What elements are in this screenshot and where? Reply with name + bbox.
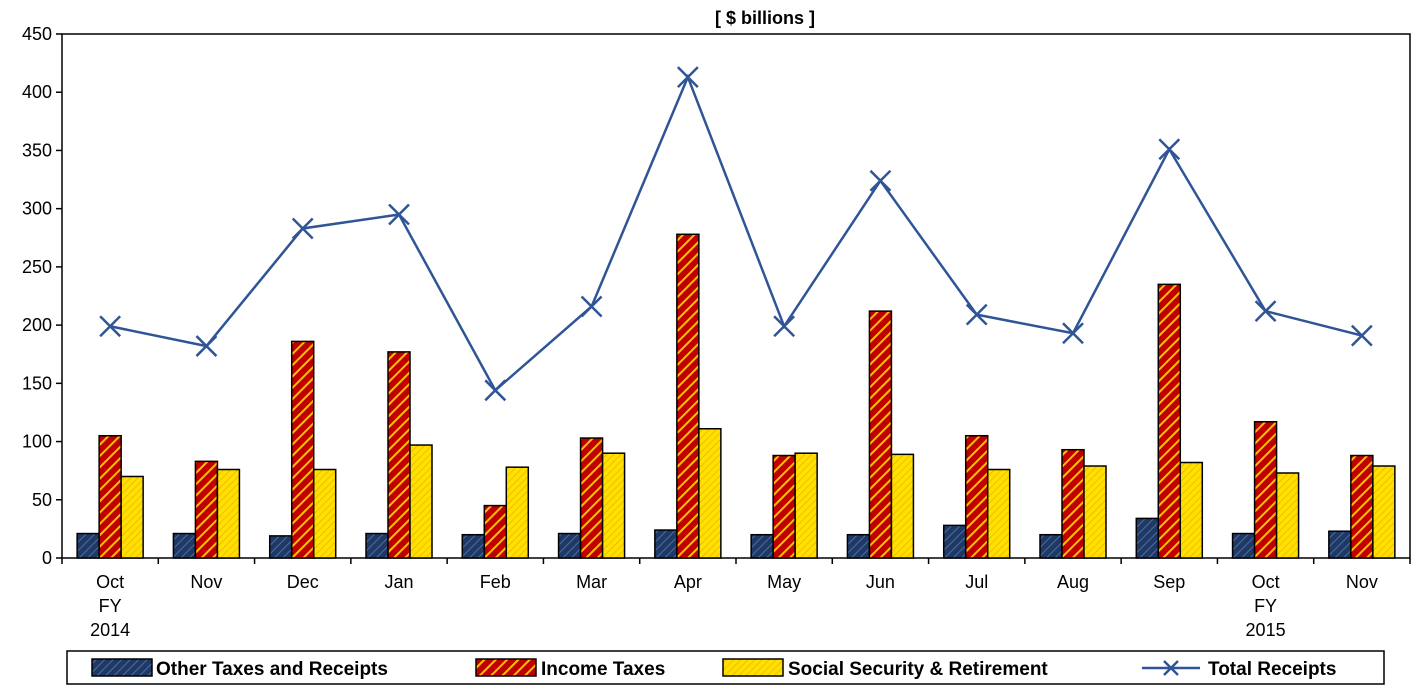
x-tick-label: May [767,572,801,592]
legend-swatch-ss [722,658,784,677]
total-receipts-marker [676,66,699,88]
total-receipts-marker [484,379,507,402]
total-receipts-marker [1062,322,1084,345]
y-tick-label: 100 [22,432,52,452]
y-tick-label: 300 [22,199,52,219]
total-receipts-marker [291,217,314,240]
bar-social-security [312,468,337,559]
legend-label-total: Total Receipts [1208,659,1336,680]
bar-other-taxes [1039,533,1063,559]
x-tick-label: Sep [1153,572,1185,592]
bar-other-taxes [846,533,871,559]
x-axis: Oct FY 2014 Nov Dec Jan Feb Mar Apr May Jun Jul Aug S… [61,558,1411,640]
x-tick-label: Jun [866,572,895,592]
x-tick-label: Apr [674,572,702,592]
bar-other-taxes [268,535,293,559]
bar-other-taxes [654,529,678,559]
y-tick-label: 350 [22,140,52,160]
total-receipts-marker [965,303,988,326]
bar-income-taxes [579,437,604,559]
plot-area-frame [61,33,1411,559]
y-tick-label: 250 [22,257,52,277]
total-receipts-marker [388,203,410,226]
bar-other-taxes [1231,532,1256,559]
bar-social-security [698,427,722,559]
bar-income-taxes [772,454,796,559]
bar-income-taxes [1350,454,1374,559]
total-receipts-polyline [109,73,1363,393]
bar-other-taxes [942,524,967,559]
y-tick-label: 0 [42,548,52,568]
bar-income-taxes [98,434,122,559]
x-tick-label: Dec [287,572,319,592]
total-receipts-marker [1254,300,1277,323]
legend: Other Taxes and Receipts Income Taxes So… [66,650,1385,685]
total-receipts-marker [773,315,796,338]
y-tick-label: 400 [22,82,52,102]
legend-label-ss: Social Security & Retirement [788,659,1048,680]
x-tick-label: Mar [576,572,607,592]
legend-label-income: Income Taxes [541,659,665,680]
bar-other-taxes [750,533,774,559]
y-tick-label: 200 [22,315,52,335]
bar-social-security [986,468,1011,559]
bar-income-taxes [676,233,700,559]
total-receipts-marker [99,315,122,338]
bar-income-taxes [194,460,219,559]
total-receipts-marker [1158,138,1181,161]
bar-other-taxes [76,532,100,559]
bar-social-security [1275,472,1300,559]
x-tick-label: Oct FY 2014 [90,572,130,640]
bar-income-taxes [964,434,989,559]
bar-social-security [216,468,241,559]
bar-other-taxes [461,533,486,559]
bar-social-security [1179,461,1204,559]
y-tick-label: 50 [32,490,52,510]
bar-social-security [794,452,818,559]
bar-social-security [601,452,626,559]
y-tick-label: 150 [22,373,52,393]
total-receipts-line [99,66,1373,402]
bar-other-taxes [1328,530,1352,559]
bar-income-taxes [290,340,315,559]
bar-social-security [505,466,530,559]
total-receipts-marker [1350,324,1373,347]
bar-other-taxes [557,532,582,559]
x-tick-label: Aug [1057,572,1089,592]
y-tick-label: 450 [22,24,52,44]
x-tick-label: Feb [480,572,511,592]
bars [76,233,1396,559]
legend-swatch-other [91,658,153,677]
x-tick-label: Nov [190,572,222,592]
x-tick-label: Nov [1346,572,1378,592]
total-receipts-marker [580,295,603,318]
legend-marker-total [1163,660,1179,676]
bar-income-taxes [1253,421,1278,559]
legend-label-other: Other Taxes and Receipts [156,659,388,680]
bar-income-taxes [483,504,508,559]
x-tick-label: Oct FY 2015 [1246,572,1286,640]
bar-other-taxes [172,532,197,559]
legend-swatch-income [475,658,537,677]
x-tick-label: Jan [384,572,413,592]
bar-social-security [1372,465,1396,559]
bar-social-security [409,444,433,559]
bar-social-security [890,453,915,559]
bar-income-taxes [1157,283,1182,559]
bar-income-taxes [387,351,411,559]
total-receipts-marker [869,169,892,192]
x-tick-label: Jul [965,572,988,592]
bar-social-security [120,475,144,559]
chart-title: [ $ billions ] [715,8,815,28]
bar-income-taxes [868,310,893,559]
bar-social-security [1083,465,1107,559]
bar-income-taxes [1061,448,1085,559]
total-receipts-marker [195,335,218,357]
bar-other-taxes [365,532,389,559]
bar-other-taxes [1135,517,1160,559]
